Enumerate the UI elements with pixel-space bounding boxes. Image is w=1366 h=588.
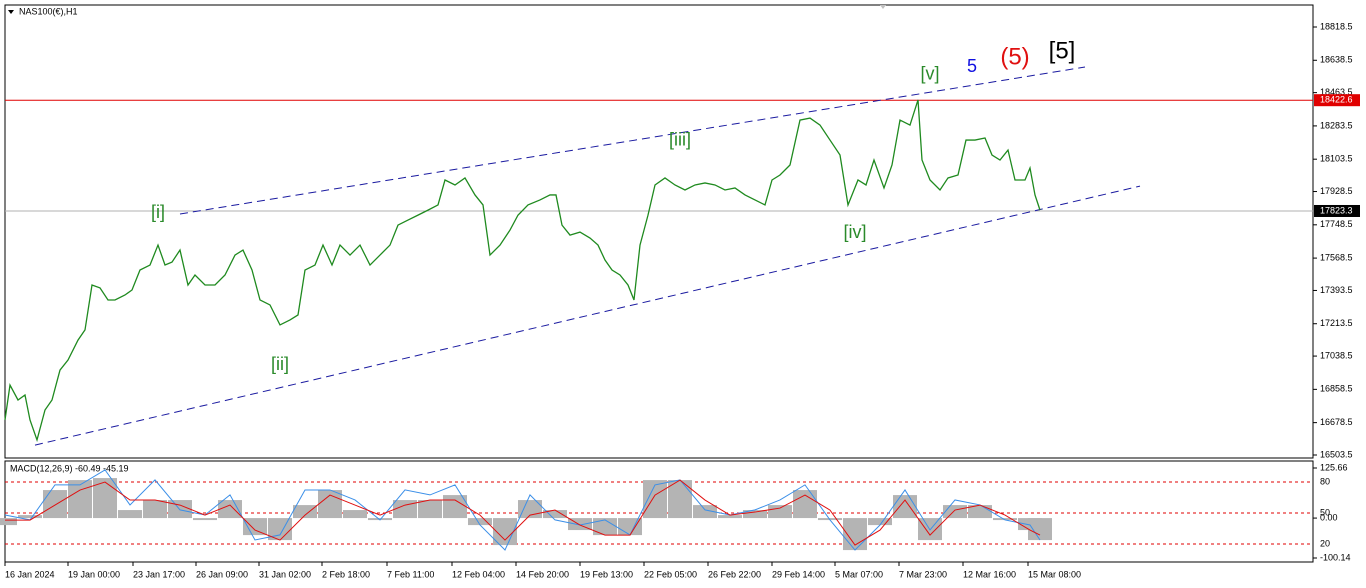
wave-label: 5 xyxy=(967,56,977,76)
histogram-bar xyxy=(143,500,167,519)
indicator-title: MACD(12,26,9) -60.49 -45.19 xyxy=(10,463,129,473)
histogram-bar xyxy=(893,495,917,519)
histogram-bar xyxy=(443,495,467,519)
histogram-bar xyxy=(718,515,742,519)
price-tag xyxy=(1314,204,1360,217)
histogram-bar xyxy=(868,518,892,526)
histogram-bar xyxy=(168,500,192,519)
histogram-bar xyxy=(43,490,67,519)
price-tag-label: 18422.6 xyxy=(1320,95,1353,105)
x-tick-label: 16 Jan 2024 xyxy=(5,569,55,579)
indicator-panel xyxy=(4,460,1314,563)
x-tick-label: 26 Feb 22:00 xyxy=(708,569,761,579)
histogram-bar xyxy=(418,500,442,519)
histogram-bar xyxy=(0,518,17,526)
y2-tick-label: 20 xyxy=(1320,538,1330,548)
y-tick-label: 16678.5 xyxy=(1320,417,1353,427)
y2-tick-label: 50 xyxy=(1320,507,1330,517)
oscillator-line xyxy=(4,469,1041,551)
histogram-bar xyxy=(393,500,417,519)
histogram-bar xyxy=(218,500,242,519)
y-tick-label: 17928.5 xyxy=(1320,186,1353,196)
histogram-bar xyxy=(943,505,967,519)
wave-label: [i] xyxy=(151,202,165,222)
histogram-bar xyxy=(768,505,792,519)
histogram-bar xyxy=(243,518,267,536)
histogram-bar xyxy=(118,510,142,519)
histogram-bar xyxy=(643,480,667,519)
histogram-bar xyxy=(93,478,117,519)
x-tick-label: 31 Jan 02:00 xyxy=(259,569,311,579)
histogram-bar xyxy=(543,510,567,519)
y-tick-label: -100.14 xyxy=(1320,552,1351,562)
histogram-bar xyxy=(993,518,1017,521)
y-tick-label: 17748.5 xyxy=(1320,219,1353,229)
wave-label: [5] xyxy=(1049,37,1076,64)
shift-marker xyxy=(880,5,886,9)
wave-label: [ii] xyxy=(271,354,289,374)
wave-label: (5) xyxy=(1000,43,1029,70)
histogram-bar xyxy=(693,505,717,519)
y-tick-label: 18283.5 xyxy=(1320,120,1353,130)
histogram-bar xyxy=(343,510,367,519)
menu-arrow xyxy=(8,10,14,14)
y-tick-label: 18103.5 xyxy=(1320,154,1353,164)
histogram-bar xyxy=(68,480,92,519)
histogram-bar xyxy=(293,505,317,519)
x-tick-label: 12 Mar 16:00 xyxy=(963,569,1016,579)
x-tick-label: 19 Jan 00:00 xyxy=(68,569,120,579)
histogram-bar xyxy=(618,518,642,536)
signal-line xyxy=(5,479,1041,546)
trend-line xyxy=(179,66,1086,215)
x-tick-label: 26 Jan 09:00 xyxy=(196,569,248,579)
y-tick-label: 18463.5 xyxy=(1320,87,1353,97)
price-panel xyxy=(4,4,1314,459)
histogram-bar xyxy=(368,518,392,521)
y-tick-label: 125.66 xyxy=(1320,462,1348,472)
wave-label: [iv] xyxy=(843,222,866,242)
x-tick-label: 15 Mar 08:00 xyxy=(1028,569,1081,579)
histogram-bar xyxy=(593,518,617,536)
histogram-bar xyxy=(793,490,817,519)
trend-line xyxy=(34,185,1141,446)
price-tag-label: 17823.3 xyxy=(1320,205,1353,215)
x-tick-label: 22 Feb 05:00 xyxy=(644,569,697,579)
x-tick-label: 5 Mar 07:00 xyxy=(835,569,883,579)
y-tick-label: 17213.5 xyxy=(1320,318,1353,328)
x-tick-label: 12 Feb 04:00 xyxy=(452,569,505,579)
y2-tick-label: 80 xyxy=(1320,476,1330,486)
y-tick-label: 17038.5 xyxy=(1320,350,1353,360)
x-tick-label: 14 Feb 20:00 xyxy=(516,569,569,579)
histogram-bar xyxy=(318,490,342,519)
symbol-title: NAS100(€),H1 xyxy=(19,6,78,16)
x-tick-label: 7 Feb 11:00 xyxy=(387,569,434,579)
histogram-bar xyxy=(468,518,492,526)
histogram-bar xyxy=(668,480,692,519)
x-tick-label: 7 Mar 23:00 xyxy=(899,569,947,579)
x-tick-label: 2 Feb 18:00 xyxy=(322,569,370,579)
y-tick-label: 16858.5 xyxy=(1320,384,1353,394)
x-tick-label: 19 Feb 13:00 xyxy=(580,569,633,579)
histogram-bar xyxy=(743,510,767,519)
y-tick-label: 0.00 xyxy=(1320,512,1338,522)
histogram-bar xyxy=(193,518,217,521)
wave-label: [v] xyxy=(920,64,939,84)
histogram-bar xyxy=(1028,518,1052,541)
y-tick-label: 18818.5 xyxy=(1320,21,1353,31)
x-tick-label: 29 Feb 14:00 xyxy=(772,569,825,579)
price-tag xyxy=(1314,94,1360,107)
y-tick-label: 16503.5 xyxy=(1320,449,1353,459)
y-tick-label: 18638.5 xyxy=(1320,55,1353,65)
x-tick-label: 23 Jan 17:00 xyxy=(133,569,185,579)
wave-label: [iii] xyxy=(669,130,691,150)
y-tick-label: 17568.5 xyxy=(1320,252,1353,262)
y-tick-label: 17393.5 xyxy=(1320,285,1353,295)
price-line-series xyxy=(4,99,1041,443)
histogram-bar xyxy=(568,518,592,531)
histogram-bar xyxy=(18,515,42,519)
